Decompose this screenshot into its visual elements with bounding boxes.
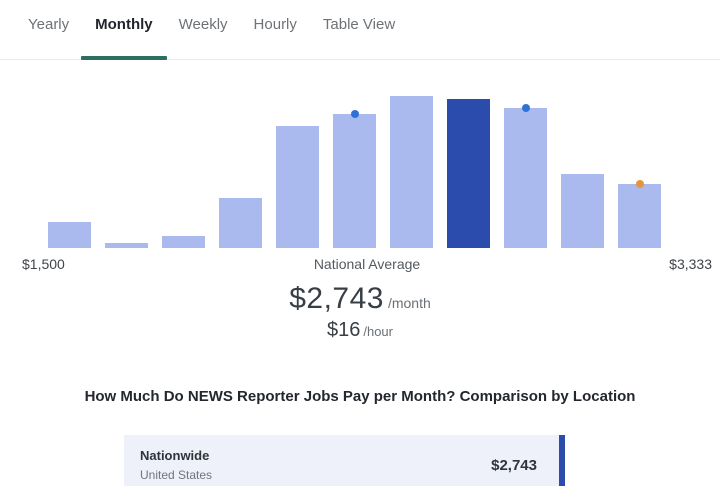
- histogram-bar[interactable]: [618, 180, 661, 248]
- tab-yearly[interactable]: Yearly: [28, 16, 70, 33]
- histogram-bar[interactable]: [105, 243, 148, 248]
- x-axis-labels: $1,500 National Average $3,333: [22, 256, 712, 272]
- orange-marker-dot: [635, 180, 644, 188]
- bar-end-cap: [559, 435, 565, 486]
- histogram-bar[interactable]: [276, 126, 319, 248]
- tab-weekly[interactable]: Weekly: [178, 16, 228, 33]
- average-monthly: $2,743/month: [0, 282, 720, 316]
- tab-hourly[interactable]: Hourly: [253, 16, 297, 33]
- period-tabs: Yearly Monthly Weekly Hourly Table View: [0, 0, 720, 60]
- histogram-bar[interactable]: [219, 198, 262, 248]
- histogram-bars: [48, 96, 720, 248]
- axis-center-label: National Average: [313, 256, 421, 272]
- histogram-bar[interactable]: [561, 174, 604, 248]
- histogram-bar[interactable]: [333, 110, 376, 248]
- location-salary-value: $2,743: [491, 456, 537, 474]
- axis-max-label: $3,333: [669, 256, 712, 272]
- blue-marker-dot: [350, 110, 359, 118]
- blue-marker-dot: [521, 104, 530, 112]
- national-average-block: $2,743/month $16/hour: [0, 282, 720, 342]
- location-name: Nationwide: [140, 448, 210, 463]
- average-monthly-unit: /month: [387, 295, 431, 311]
- average-hourly: $16/hour: [0, 319, 720, 342]
- location-region: United States: [140, 468, 213, 482]
- salary-distribution-chart: $1,500 National Average $3,333: [0, 96, 720, 272]
- histogram-bar[interactable]: [48, 222, 91, 248]
- average-hourly-unit: /hour: [363, 324, 393, 339]
- histogram-bar-national-average[interactable]: [447, 99, 490, 248]
- location-comparison-row[interactable]: Nationwide United States $2,743: [124, 435, 565, 486]
- histogram-bar[interactable]: [504, 104, 547, 248]
- histogram-bar[interactable]: [162, 236, 205, 248]
- average-hourly-amount: $16: [326, 319, 361, 341]
- tab-table-view[interactable]: Table View: [322, 16, 396, 33]
- comparison-rows: Nationwide United States $2,743: [0, 435, 720, 486]
- axis-min-label: $1,500: [22, 256, 65, 272]
- tab-monthly[interactable]: Monthly: [81, 16, 167, 60]
- location-info: Nationwide United States: [140, 448, 491, 482]
- histogram-bar[interactable]: [390, 96, 433, 248]
- average-monthly-amount: $2,743: [289, 282, 384, 315]
- comparison-heading: How Much Do NEWS Reporter Jobs Pay per M…: [84, 388, 636, 405]
